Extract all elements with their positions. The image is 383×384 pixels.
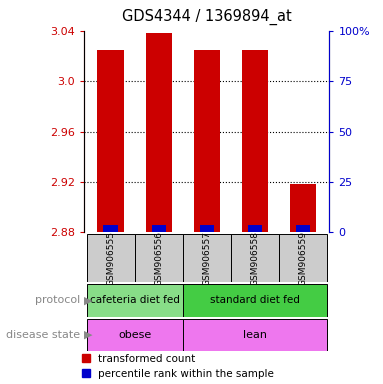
Text: GDS4344 / 1369894_at: GDS4344 / 1369894_at [122, 9, 292, 25]
Legend: transformed count, percentile rank within the sample: transformed count, percentile rank withi… [82, 354, 274, 379]
Text: GSM906559: GSM906559 [298, 231, 308, 286]
Text: obese: obese [118, 330, 151, 340]
Bar [242, 50, 268, 232]
Text: lean: lean [243, 330, 267, 340]
Bar [248, 225, 262, 232]
Text: ▶: ▶ [83, 295, 92, 306]
Bar [231, 234, 279, 282]
Bar [200, 225, 214, 232]
Bar [296, 225, 310, 232]
Text: GSM906555: GSM906555 [106, 231, 115, 286]
Bar [135, 234, 183, 282]
Bar [279, 234, 327, 282]
Bar [146, 33, 172, 232]
Bar [193, 50, 220, 232]
Bar [183, 234, 231, 282]
Bar [183, 319, 327, 351]
Text: cafeteria diet fed: cafeteria diet fed [90, 295, 180, 306]
Bar [103, 225, 118, 232]
Text: standard diet fed: standard diet fed [210, 295, 300, 306]
Bar [87, 284, 183, 317]
Text: disease state: disease state [6, 330, 80, 340]
Text: GSM906558: GSM906558 [250, 231, 259, 286]
Bar [152, 225, 166, 232]
Bar [87, 234, 135, 282]
Text: GSM906557: GSM906557 [202, 231, 211, 286]
Text: GSM906556: GSM906556 [154, 231, 163, 286]
Text: protocol: protocol [35, 295, 80, 306]
Bar [183, 284, 327, 317]
Bar [290, 184, 316, 232]
Bar [98, 50, 124, 232]
Text: ▶: ▶ [83, 330, 92, 340]
Bar [87, 319, 183, 351]
